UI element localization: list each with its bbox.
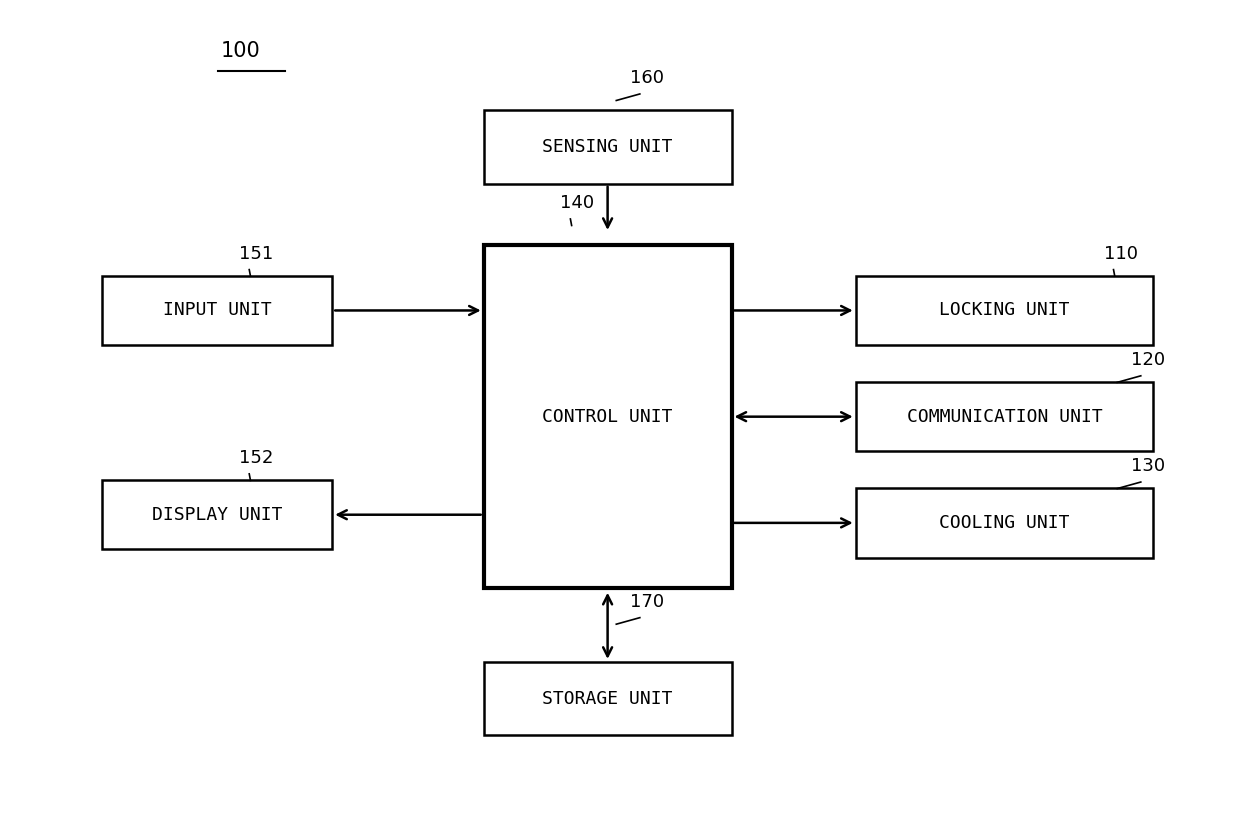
Text: LOCKING UNIT: LOCKING UNIT (939, 301, 1070, 319)
Bar (856, 489, 1153, 558)
Text: 100: 100 (221, 42, 260, 61)
Text: CONTROL UNIT: CONTROL UNIT (542, 408, 673, 426)
Bar (484, 662, 732, 735)
Text: 152: 152 (239, 449, 274, 467)
Text: 140: 140 (560, 194, 595, 212)
Text: INPUT UNIT: INPUT UNIT (162, 301, 272, 319)
Bar (856, 276, 1153, 346)
Text: 151: 151 (239, 245, 274, 263)
Text: COOLING UNIT: COOLING UNIT (939, 514, 1070, 532)
Bar (102, 480, 331, 550)
Text: SENSING UNIT: SENSING UNIT (542, 138, 673, 156)
Bar (102, 276, 331, 346)
Text: 130: 130 (1131, 458, 1166, 475)
Text: STORAGE UNIT: STORAGE UNIT (542, 690, 673, 708)
Bar (484, 245, 732, 588)
Text: 160: 160 (630, 69, 663, 87)
Text: 170: 170 (630, 593, 665, 611)
Text: DISPLAY UNIT: DISPLAY UNIT (151, 506, 283, 524)
Text: 110: 110 (1104, 245, 1137, 263)
Text: COMMUNICATION UNIT: COMMUNICATION UNIT (906, 408, 1102, 426)
Bar (856, 382, 1153, 451)
Bar (484, 110, 732, 184)
Text: 120: 120 (1131, 351, 1166, 369)
